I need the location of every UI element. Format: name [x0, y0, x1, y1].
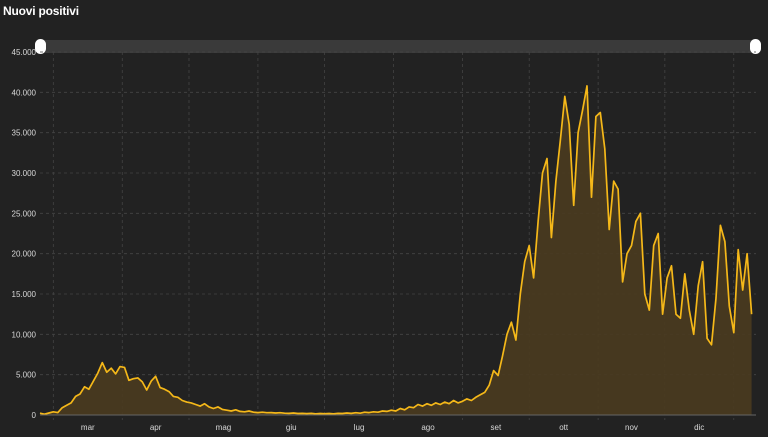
y-tick-label: 0: [32, 411, 37, 420]
y-tick-label: 25.000: [12, 209, 37, 218]
x-tick-label: giu: [286, 423, 297, 432]
range-slider-right-handle[interactable]: [750, 39, 761, 54]
x-tick-label: mar: [81, 423, 95, 432]
y-tick-label: 20.000: [12, 250, 37, 259]
x-tick-label: dic: [694, 423, 704, 432]
x-tick-label: mag: [216, 423, 232, 432]
y-tick-label: 30.000: [12, 169, 37, 178]
y-tick-label: 5.000: [16, 371, 37, 380]
series-line: [39, 85, 753, 416]
chart-axes: 0 5.000 10.000 15.000 20.000 25.000 30.000 35.0…: [12, 48, 756, 432]
chart-title: Nuovi positivi: [3, 4, 79, 18]
x-tick-label: ott: [559, 423, 569, 432]
y-tick-label: 15.000: [12, 290, 37, 299]
x-tick-label: ago: [421, 423, 435, 432]
range-slider-left-handle[interactable]: [35, 39, 46, 54]
x-tick-label: lug: [354, 423, 365, 432]
series-area: [40, 85, 752, 416]
y-tick-label: 35.000: [12, 129, 37, 138]
y-tick-label: 40.000: [12, 88, 37, 97]
y-tick-label: 45.000: [12, 48, 37, 57]
x-tick-label: nov: [625, 423, 638, 432]
x-tick-label: set: [491, 423, 502, 432]
x-tick-label: apr: [150, 423, 162, 432]
range-slider[interactable]: [35, 39, 761, 54]
y-tick-label: 10.000: [12, 330, 37, 339]
